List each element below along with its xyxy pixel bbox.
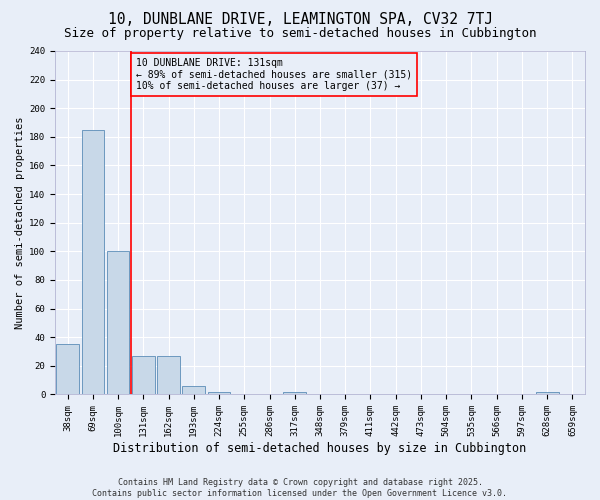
Bar — [132, 356, 155, 395]
Text: Size of property relative to semi-detached houses in Cubbington: Size of property relative to semi-detach… — [64, 28, 536, 40]
Bar — [536, 392, 559, 394]
Bar — [208, 392, 230, 394]
Bar — [82, 130, 104, 394]
Text: 10, DUNBLANE DRIVE, LEAMINGTON SPA, CV32 7TJ: 10, DUNBLANE DRIVE, LEAMINGTON SPA, CV32… — [107, 12, 493, 28]
Text: 10 DUNBLANE DRIVE: 131sqm
← 89% of semi-detached houses are smaller (315)
10% of: 10 DUNBLANE DRIVE: 131sqm ← 89% of semi-… — [136, 58, 412, 92]
Text: Contains HM Land Registry data © Crown copyright and database right 2025.
Contai: Contains HM Land Registry data © Crown c… — [92, 478, 508, 498]
Bar — [56, 344, 79, 395]
Bar — [283, 392, 306, 394]
X-axis label: Distribution of semi-detached houses by size in Cubbington: Distribution of semi-detached houses by … — [113, 442, 527, 455]
Bar — [157, 356, 180, 395]
Bar — [107, 252, 130, 394]
Y-axis label: Number of semi-detached properties: Number of semi-detached properties — [15, 116, 25, 329]
Bar — [182, 386, 205, 394]
